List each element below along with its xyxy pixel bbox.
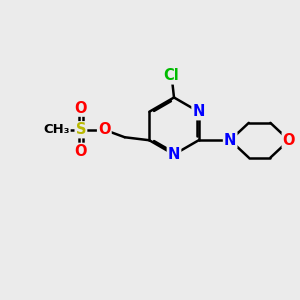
Text: N: N	[168, 147, 180, 162]
Text: CH₃: CH₃	[43, 123, 70, 136]
Text: S: S	[76, 122, 86, 137]
Text: O: O	[75, 101, 87, 116]
Text: Cl: Cl	[164, 68, 179, 83]
Text: O: O	[283, 133, 295, 148]
Text: N: N	[193, 104, 205, 119]
Text: O: O	[98, 122, 111, 137]
Text: O: O	[75, 144, 87, 159]
Text: N: N	[224, 133, 236, 148]
